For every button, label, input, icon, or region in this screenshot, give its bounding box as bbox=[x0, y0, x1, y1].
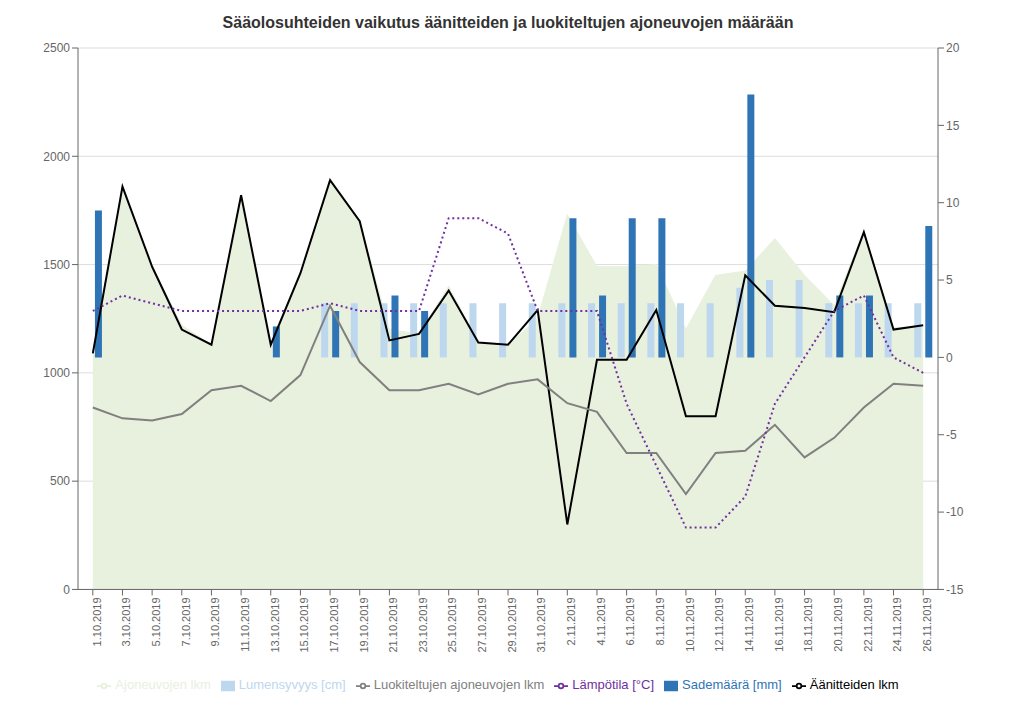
svg-text:4.11.2019: 4.11.2019 bbox=[595, 597, 607, 645]
html-text:Ajoneuvojen lkm: Ajoneuvojen lkm bbox=[115, 677, 211, 693]
svg-text:8.11.2019: 8.11.2019 bbox=[654, 597, 666, 645]
svg-text:15.10.2019: 15.10.2019 bbox=[298, 597, 310, 652]
svg-text:9.10.2019: 9.10.2019 bbox=[209, 597, 221, 646]
svg-text:26.11.2019: 26.11.2019 bbox=[921, 597, 933, 651]
svg-text:20.11.2019: 20.11.2019 bbox=[832, 597, 844, 651]
svg-text:13.10.2019: 13.10.2019 bbox=[269, 597, 281, 652]
svg-text:11.10.2019: 11.10.2019 bbox=[239, 597, 251, 651]
html-text:Sademäärä [mm]: Sademäärä [mm] bbox=[682, 677, 782, 693]
svg-text:5: 5 bbox=[946, 273, 953, 287]
svg-text:6.11.2019: 6.11.2019 bbox=[624, 597, 636, 645]
svg-text:-15: -15 bbox=[946, 583, 964, 597]
svg-text:29.10.2019: 29.10.2019 bbox=[506, 597, 518, 652]
svg-text:12.11.2019: 12.11.2019 bbox=[713, 597, 725, 651]
svg-text:23.10.2019: 23.10.2019 bbox=[417, 597, 429, 652]
svg-text:-5: -5 bbox=[946, 428, 957, 442]
svg-text:17.10.2019: 17.10.2019 bbox=[328, 597, 340, 652]
svg-text:2000: 2000 bbox=[43, 150, 70, 164]
svg-text:14.11.2019: 14.11.2019 bbox=[743, 597, 755, 651]
svg-text:3.10.2019: 3.10.2019 bbox=[120, 597, 132, 646]
svg-text:24.11.2019: 24.11.2019 bbox=[891, 597, 903, 651]
svg-text:2500: 2500 bbox=[43, 41, 70, 55]
svg-text:5.10.2019: 5.10.2019 bbox=[150, 597, 162, 646]
svg-text:27.10.2019: 27.10.2019 bbox=[476, 597, 488, 652]
svg-text:1000: 1000 bbox=[43, 366, 70, 380]
svg-text:25.10.2019: 25.10.2019 bbox=[446, 597, 458, 652]
svg-text:2.11.2019: 2.11.2019 bbox=[565, 597, 577, 645]
svg-text:7.10.2019: 7.10.2019 bbox=[180, 597, 192, 646]
svg-text:1500: 1500 bbox=[43, 258, 70, 272]
html-text:Lämpötila [°C]: Lämpötila [°C] bbox=[572, 677, 654, 693]
svg-text:10: 10 bbox=[946, 196, 960, 210]
svg-text:10.11.2019: 10.11.2019 bbox=[684, 597, 696, 651]
svg-text:31.10.2019: 31.10.2019 bbox=[535, 597, 547, 652]
svg-text:21.10.2019: 21.10.2019 bbox=[387, 597, 399, 652]
svg-text:19.10.2019: 19.10.2019 bbox=[358, 597, 370, 652]
svg-text:-10: -10 bbox=[946, 505, 964, 519]
svg-text:20: 20 bbox=[946, 41, 960, 55]
svg-text:0: 0 bbox=[946, 351, 953, 365]
svg-text:22.11.2019: 22.11.2019 bbox=[862, 597, 874, 651]
svg-text:0: 0 bbox=[63, 583, 70, 597]
svg-text:500: 500 bbox=[50, 474, 70, 488]
html-text:Sääolosuhteiden vaikutus äänit: Sääolosuhteiden vaikutus äänitteiden ja … bbox=[222, 14, 794, 31]
svg-text:15: 15 bbox=[946, 119, 960, 133]
svg-text:1.10.2019: 1.10.2019 bbox=[91, 597, 103, 646]
html-text:Luokiteltujen ajoneuvojen lkm: Luokiteltujen ajoneuvojen lkm bbox=[373, 677, 545, 693]
html-text:Lumensyvyys [cm]: Lumensyvyys [cm] bbox=[238, 677, 346, 693]
svg-text:18.11.2019: 18.11.2019 bbox=[802, 597, 814, 651]
svg-text:16.11.2019: 16.11.2019 bbox=[773, 597, 785, 651]
html-text:Äänitteiden lkm: Äänitteiden lkm bbox=[809, 677, 899, 693]
